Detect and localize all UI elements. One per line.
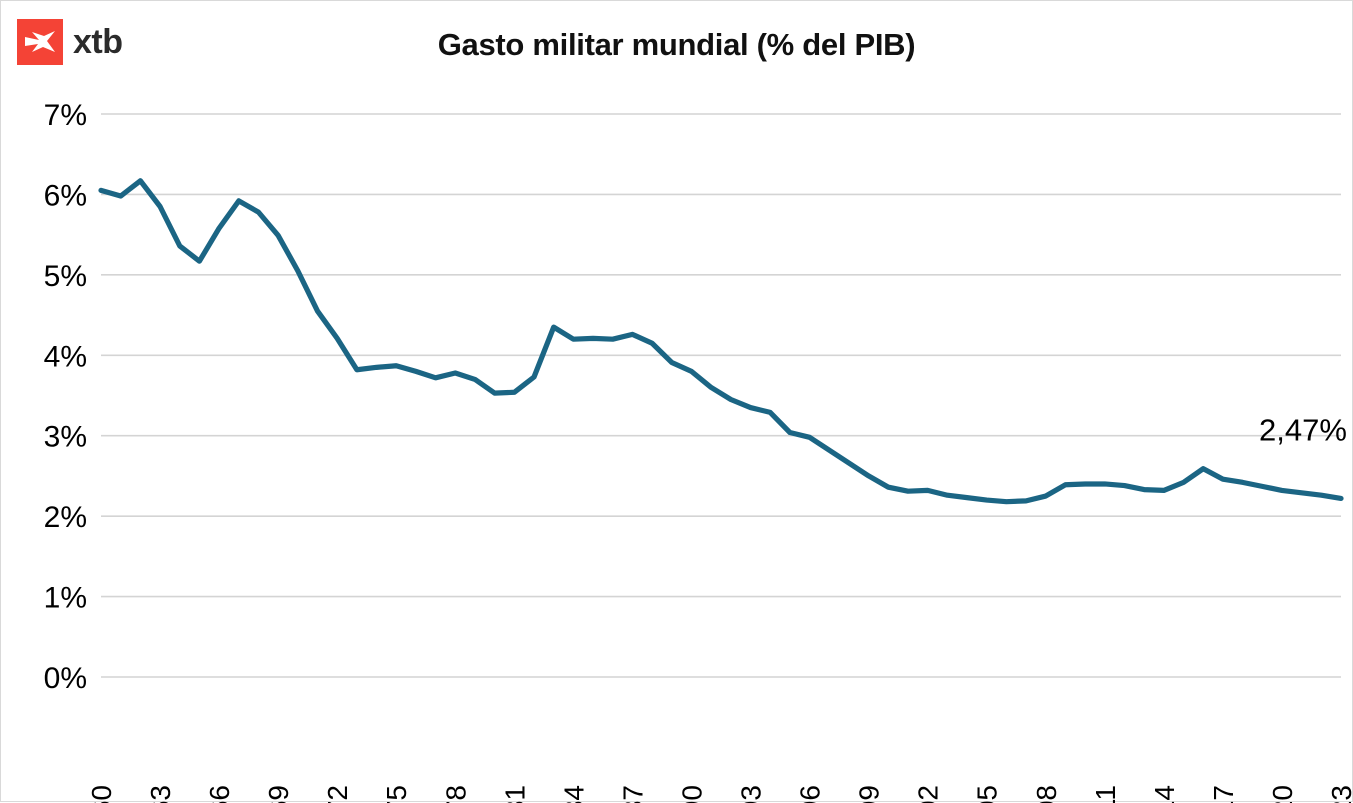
x-tick-label: 1990 bbox=[676, 785, 707, 803]
page-title: Gasto militar mundial (% del PIB) bbox=[437, 27, 916, 62]
x-tick-label: 1987 bbox=[617, 785, 648, 803]
x-tick-label: 2005 bbox=[972, 785, 1003, 803]
y-tick-label: 0% bbox=[44, 662, 87, 695]
x-tick-label: 2017 bbox=[1208, 785, 1239, 803]
x-tick-label: 1969 bbox=[263, 785, 294, 803]
x-tick-label: 2014 bbox=[1149, 785, 1180, 803]
x-tick-label: 2011 bbox=[1090, 785, 1121, 803]
x-tick-label: 1981 bbox=[499, 785, 530, 803]
y-tick-label: 4% bbox=[44, 340, 87, 373]
x-tick-label: 1978 bbox=[440, 785, 471, 803]
x-tick-label: 2020 bbox=[1267, 785, 1298, 803]
military-spending-line bbox=[98, 178, 1344, 505]
x-tick-label: 1975 bbox=[381, 785, 412, 803]
x-tick-label: 1996 bbox=[795, 785, 826, 803]
brand-name: xtb bbox=[73, 23, 123, 61]
x-tick-label: 2008 bbox=[1031, 785, 1062, 803]
xtb-x-arrow-icon bbox=[17, 19, 63, 65]
x-tick-label: 1999 bbox=[854, 785, 885, 803]
x-tick-label: 1960 bbox=[86, 785, 117, 803]
y-tick-label: 3% bbox=[44, 421, 87, 454]
y-tick-label: 2% bbox=[44, 501, 87, 534]
x-tick-label: 2002 bbox=[913, 785, 944, 803]
x-tick-label: 1993 bbox=[736, 785, 767, 803]
x-tick-label: 1984 bbox=[558, 785, 589, 803]
x-tick-label: 1963 bbox=[145, 785, 176, 803]
x-axis-tick-labels: 1960 1963 1966 1969 1972 1975 1978 1981 1984 1987… bbox=[86, 785, 1353, 803]
data-annotations: 2,47% bbox=[1259, 412, 1347, 447]
x-tick-label: 1972 bbox=[322, 785, 353, 803]
last-value-annotation: 2,47% bbox=[1259, 412, 1347, 447]
x-tick-label: 1966 bbox=[204, 785, 235, 803]
y-axis-tick-labels: 7% 6% 5% 4% 3% 2% 1% 0% bbox=[44, 99, 87, 695]
x-tick-label: 2023 bbox=[1326, 785, 1353, 803]
y-tick-label: 7% bbox=[44, 99, 87, 132]
y-tick-label: 1% bbox=[44, 582, 87, 615]
y-tick-label: 5% bbox=[44, 260, 87, 293]
gridlines-group bbox=[101, 113, 1341, 678]
brand-logo: xtb bbox=[17, 19, 123, 65]
y-tick-label: 6% bbox=[44, 179, 87, 212]
